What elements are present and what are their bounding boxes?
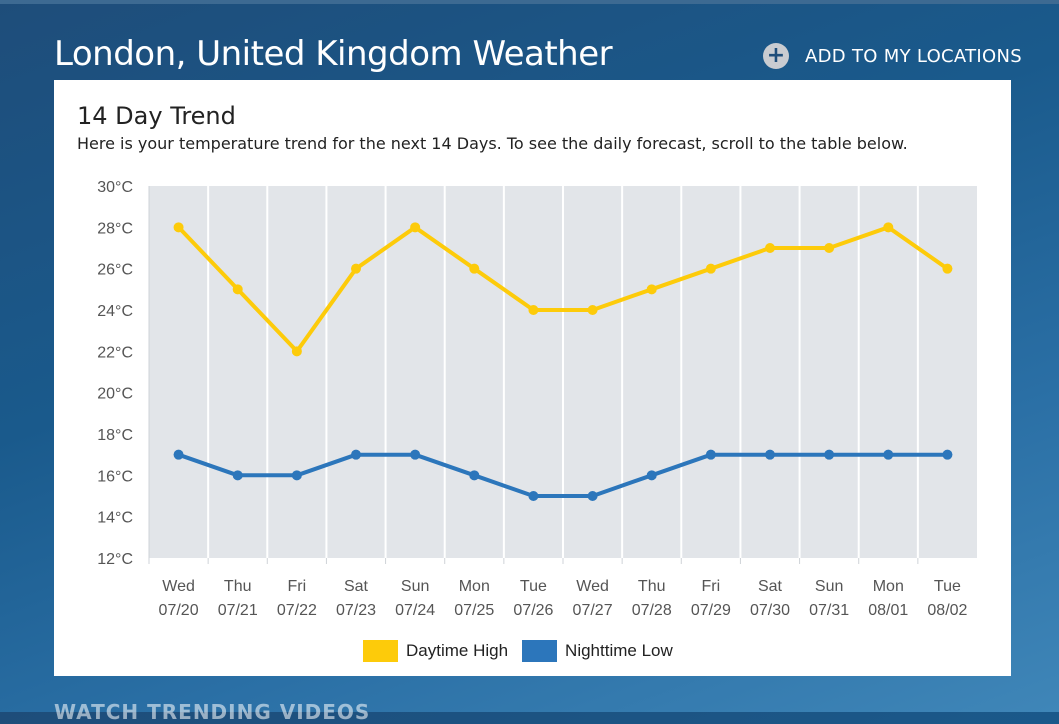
data-point-nighttime-low bbox=[410, 449, 421, 460]
legend-label-nighttime-low: Nighttime Low bbox=[565, 641, 673, 660]
x-tick-date: 08/01 bbox=[868, 602, 908, 619]
chart-legend: Daytime High Nighttime Low bbox=[363, 640, 687, 662]
x-tick-day: Thu bbox=[224, 578, 252, 595]
x-tick-day: Sun bbox=[815, 578, 843, 595]
x-tick-date: 07/20 bbox=[159, 602, 199, 619]
legend-item-daytime-high[interactable]: Daytime High bbox=[363, 640, 508, 662]
y-tick-label: 14°C bbox=[97, 510, 133, 527]
x-tick-date: 07/26 bbox=[513, 602, 553, 619]
legend-swatch-daytime-high bbox=[363, 640, 398, 662]
series-line-daytime-high bbox=[177, 225, 949, 354]
x-tick-day: Sun bbox=[401, 578, 429, 595]
data-point-nighttime-low bbox=[705, 449, 716, 460]
data-point-nighttime-low bbox=[883, 449, 894, 460]
top-bar bbox=[0, 0, 1059, 4]
card-title: 14 Day Trend bbox=[77, 102, 236, 130]
legend-label-daytime-high: Daytime High bbox=[406, 641, 509, 660]
data-point-daytime-high bbox=[173, 222, 184, 233]
x-tick-date: 07/28 bbox=[632, 602, 672, 619]
y-tick-label: 26°C bbox=[97, 262, 133, 279]
y-tick-label: 30°C bbox=[97, 179, 133, 196]
add-to-my-locations-label: ADD TO MY LOCATIONS bbox=[805, 45, 1022, 67]
x-tick-date: 07/27 bbox=[573, 602, 613, 619]
data-point-nighttime-low bbox=[469, 470, 480, 481]
data-point-daytime-high bbox=[942, 263, 953, 274]
data-point-nighttime-low bbox=[942, 449, 953, 460]
data-point-daytime-high bbox=[528, 305, 539, 315]
data-point-nighttime-low bbox=[528, 491, 539, 501]
temperature-chart: 30°C 28°C 26°C 24°C 22°C 20°C 18°C 16°C 14°C 12°C… bbox=[97, 179, 977, 619]
data-point-daytime-high bbox=[883, 222, 894, 233]
y-tick-label: 12°C bbox=[97, 551, 133, 568]
data-point-nighttime-low bbox=[173, 449, 184, 460]
data-point-nighttime-low bbox=[765, 449, 775, 460]
add-to-my-locations-button[interactable]: + ADD TO MY LOCATIONS bbox=[763, 43, 1022, 69]
x-tick-date: 07/25 bbox=[454, 602, 494, 619]
y-tick-label: 28°C bbox=[97, 220, 133, 237]
trend-card: 14 Day Trend Here is your temperature tr… bbox=[54, 80, 1011, 676]
trending-videos-heading: WATCH TRENDING VIDEOS bbox=[54, 700, 371, 724]
x-tick-day: Mon bbox=[873, 578, 904, 595]
data-point-daytime-high bbox=[587, 305, 598, 315]
x-tick-day: Thu bbox=[638, 578, 666, 595]
x-tick-date: 07/24 bbox=[395, 602, 435, 619]
data-point-daytime-high bbox=[646, 284, 657, 295]
y-tick-label: 18°C bbox=[97, 427, 133, 444]
y-tick-label: 22°C bbox=[97, 344, 133, 361]
x-tick-date: 07/30 bbox=[750, 602, 790, 619]
data-point-nighttime-low bbox=[587, 491, 598, 501]
x-tick-day: Fri bbox=[702, 578, 721, 595]
x-tick-day: Mon bbox=[459, 578, 490, 595]
x-tick-day: Sat bbox=[758, 578, 783, 595]
x-tick-day: Wed bbox=[576, 578, 609, 595]
data-point-daytime-high bbox=[232, 284, 243, 295]
x-tick-day: Tue bbox=[934, 578, 961, 595]
x-tick-date: 07/29 bbox=[691, 602, 731, 619]
card-subtitle: Here is your temperature trend for the n… bbox=[77, 134, 908, 153]
legend-swatch-nighttime-low bbox=[522, 640, 558, 662]
data-point-daytime-high bbox=[291, 346, 302, 357]
data-point-daytime-high bbox=[765, 243, 775, 253]
data-point-nighttime-low bbox=[646, 470, 657, 481]
x-tick-day: Fri bbox=[288, 578, 307, 595]
data-point-daytime-high bbox=[824, 243, 835, 253]
x-tick-day: Tue bbox=[520, 578, 547, 595]
data-point-nighttime-low bbox=[351, 449, 361, 460]
data-point-daytime-high bbox=[410, 222, 421, 233]
plus-icon: + bbox=[763, 43, 789, 69]
page-title: London, United Kingdom Weather bbox=[54, 34, 613, 74]
data-point-nighttime-low bbox=[824, 449, 835, 460]
x-tick-date: 07/23 bbox=[336, 602, 376, 619]
data-point-daytime-high bbox=[351, 263, 361, 274]
x-tick-date: 07/31 bbox=[809, 602, 849, 619]
x-tick-day: Sat bbox=[344, 578, 369, 595]
x-tick-date: 08/02 bbox=[927, 602, 967, 619]
y-tick-label: 20°C bbox=[97, 386, 133, 403]
data-point-daytime-high bbox=[469, 263, 480, 274]
x-tick-date: 07/22 bbox=[277, 602, 317, 619]
series-line-nighttime-low bbox=[177, 452, 948, 498]
data-point-daytime-high bbox=[705, 263, 716, 274]
x-tick-day: Wed bbox=[162, 578, 195, 595]
legend-item-nighttime-low[interactable]: Nighttime Low bbox=[522, 640, 673, 662]
y-tick-label: 24°C bbox=[97, 303, 133, 320]
x-tick-date: 07/21 bbox=[218, 602, 258, 619]
y-tick-label: 16°C bbox=[97, 468, 133, 485]
data-point-nighttime-low bbox=[291, 470, 302, 481]
data-point-nighttime-low bbox=[232, 470, 243, 481]
